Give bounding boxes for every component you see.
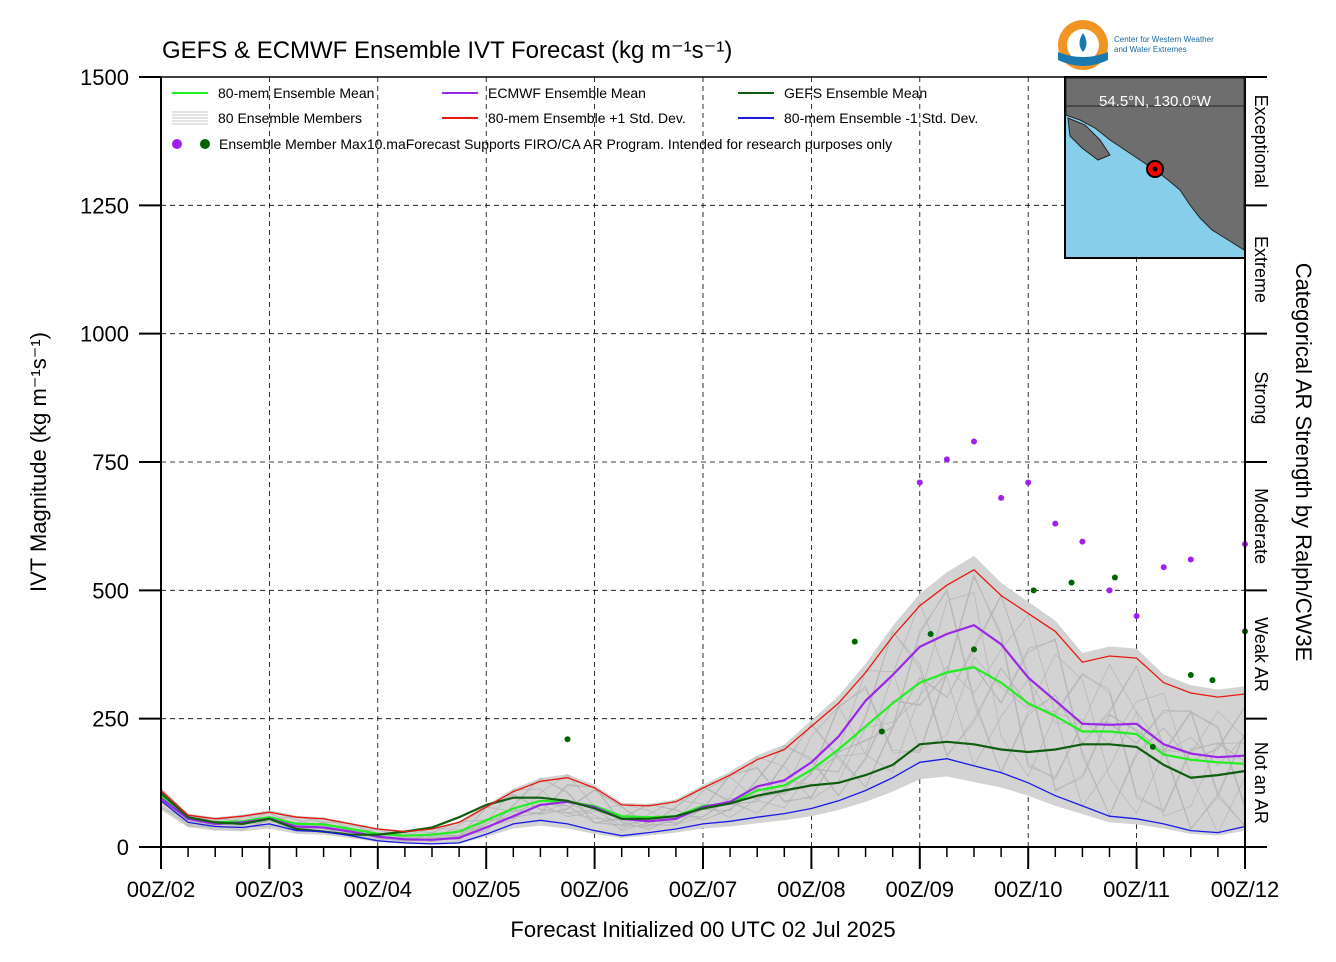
x-tick-label: 00Z/12 — [1211, 877, 1280, 902]
spread-band — [161, 555, 1245, 845]
x-tick-label: 00Z/09 — [886, 877, 955, 902]
x-axis-label: Forecast Initialized 00 UTC 02 Jul 2025 — [510, 917, 895, 942]
gefs-max-point — [927, 630, 934, 637]
ar-category-label: Exceptional — [1251, 95, 1271, 188]
series-80-mem-ensemble-1-std-dev- — [160, 568, 1246, 833]
ecmwf-max-point — [916, 479, 923, 486]
axes: 0 250 500 750 1000 1250 1500 00Z/02 00Z/03 00Z/04… — [80, 65, 1279, 902]
legend-label: ECMWF Ensemble Mean — [488, 85, 646, 101]
legend-label: 80 Ensemble Members — [218, 110, 362, 126]
ecmwf-max-point — [1025, 479, 1032, 486]
ecmwf-max-point — [943, 456, 950, 463]
y-tick-label: 250 — [92, 707, 129, 732]
legend-note: Ensemble Member Max10.maForecast Support… — [219, 136, 892, 152]
legend: 80-mem Ensemble Mean ECMWF Ensemble Mean G… — [172, 85, 978, 152]
x-tick-label: 00Z/06 — [560, 877, 629, 902]
ecmwf-max-point — [998, 494, 1005, 501]
gefs-max-point — [971, 646, 977, 653]
right-axis-label: Categorical AR Strength by Ralph/CW3E — [1291, 263, 1316, 662]
ecmwf-max-point — [971, 438, 977, 445]
legend-label: 80-mem Ensemble -1 Std. Dev. — [784, 110, 978, 126]
ar-category-label: Strong — [1251, 371, 1271, 424]
ecmwf-max-point — [1052, 520, 1059, 527]
legend-label: 80-mem Ensemble Mean — [218, 85, 374, 101]
series-lines — [160, 568, 1246, 845]
chart-title: GEFS & ECMWF Ensemble IVT Forecast (kg m… — [162, 37, 732, 64]
y-tick-label: 0 — [117, 835, 129, 860]
gefs-max-point — [1111, 574, 1118, 581]
y-tick-label: 500 — [92, 578, 129, 603]
gefs-max-point — [564, 736, 571, 743]
series-ecmwf-ensemble-mean — [160, 623, 1246, 841]
legend-label: GEFS Ensemble Mean — [784, 85, 927, 101]
ecmwf-max-point — [1079, 538, 1086, 545]
y-axis-label: IVT Magnitude (kg m⁻¹s⁻¹) — [26, 332, 51, 592]
y-tick-label: 1000 — [80, 322, 129, 347]
logo-text-line-2: and Water Extremes — [1114, 45, 1187, 54]
cw3e-logo: Center for Western Weather and Water Ext… — [1058, 20, 1214, 70]
x-tick-label: 00Z/05 — [452, 877, 521, 902]
gefs-max-point — [1209, 677, 1216, 684]
gefs-max-point — [1187, 672, 1194, 679]
island-shape — [1067, 117, 1111, 161]
gefs-max-point — [1030, 587, 1037, 594]
x-tick-label: 00Z/04 — [344, 877, 413, 902]
gefs-max-point — [878, 728, 885, 735]
ecmwf-max-point — [1133, 613, 1140, 619]
x-tick-label: 00Z/02 — [127, 877, 196, 902]
ecmwf-max-point — [1160, 564, 1167, 571]
logo-text-line-1: Center for Western Weather — [1114, 35, 1214, 44]
ar-category-label: Weak AR — [1251, 617, 1271, 692]
x-tick-label: 00Z/07 — [669, 877, 738, 902]
ecmwf-max-point — [1187, 556, 1194, 563]
series-80-mem-ensemble-1-std-dev- — [160, 758, 1246, 845]
y-tick-label: 750 — [92, 450, 129, 475]
y-tick-label: 1250 — [80, 193, 129, 218]
inset-map: 54.5°N, 130.0°W — [1064, 76, 1246, 259]
inset-location-label: 54.5°N, 130.0°W — [1099, 93, 1212, 110]
ar-category-label: Moderate — [1251, 488, 1271, 564]
x-tick-label: 00Z/08 — [777, 877, 846, 902]
legend-label: 80-mem Ensemble +1 Std. Dev. — [488, 110, 686, 126]
ecmwf-max-point — [1106, 587, 1113, 594]
ar-category-label: Not an AR — [1251, 742, 1271, 824]
legend-gefs-dot — [200, 139, 210, 149]
y-tick-label: 1500 — [80, 65, 129, 90]
x-tick-label: 00Z/10 — [994, 877, 1063, 902]
gefs-max-point — [1068, 579, 1075, 586]
ensemble-member-line — [160, 601, 1246, 841]
series-gefs-ensemble-mean — [160, 740, 1246, 836]
x-tick-label: 00Z/03 — [235, 877, 304, 902]
legend-ecmwf-dot — [172, 139, 182, 149]
x-tick-label: 00Z/11 — [1103, 877, 1170, 902]
gefs-max-point — [1149, 743, 1156, 750]
ar-category-label: Extreme — [1251, 236, 1271, 303]
gefs-max-point — [851, 638, 858, 645]
max-points — [564, 438, 1248, 750]
